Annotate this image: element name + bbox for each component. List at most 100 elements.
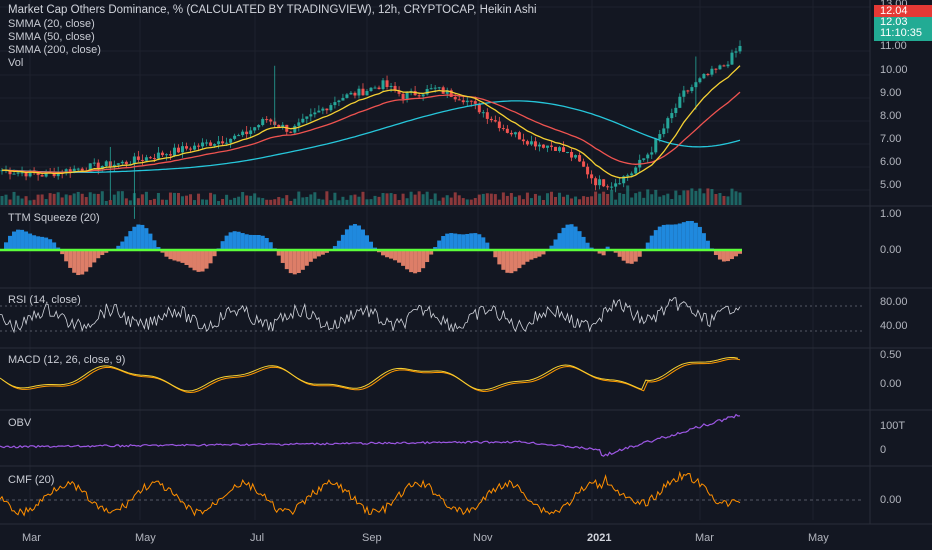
- candle-body: [245, 131, 249, 135]
- candle-body: [148, 157, 152, 159]
- candle-body: [714, 68, 718, 70]
- ttm-tick: 1.00: [880, 208, 902, 220]
- volume-bar: [52, 193, 56, 205]
- candle-body: [421, 94, 425, 97]
- ttm-bar: [232, 231, 237, 250]
- candle-body: [389, 85, 393, 87]
- volume-bar: [718, 192, 722, 205]
- ttm-bar: [360, 229, 365, 250]
- ttm-bar: [705, 240, 710, 250]
- volume-bar: [686, 190, 690, 205]
- macd-signal-line: [1, 358, 741, 394]
- volume-bar: [417, 191, 421, 205]
- candle-body: [96, 162, 100, 170]
- candle-body: [225, 142, 229, 144]
- volume-bar: [201, 199, 205, 205]
- ttm-bar: [657, 226, 662, 250]
- volume-bar: [281, 198, 285, 205]
- candle-body: [614, 183, 618, 187]
- rsi-line: [0, 297, 741, 334]
- ttm-bar: [120, 241, 125, 250]
- candle-body: [517, 132, 521, 140]
- ttm-bar: [204, 250, 209, 269]
- ttm-bar: [725, 250, 730, 262]
- rsi-label[interactable]: RSI (14, close): [8, 294, 81, 306]
- macd-label[interactable]: MACD (12, 26, close, 9): [8, 354, 126, 366]
- volume-bar: [180, 196, 184, 205]
- volume-bar: [229, 199, 233, 205]
- ttm-bar: [477, 234, 482, 250]
- ttm-bar: [381, 250, 386, 256]
- volume-bar: [353, 194, 357, 205]
- candle-body: [116, 163, 120, 165]
- volume-bar: [413, 194, 417, 205]
- obv-label[interactable]: OBV: [8, 417, 32, 429]
- ttm-bar: [469, 233, 474, 250]
- ttm-bar: [449, 233, 454, 250]
- ttm-bar: [132, 226, 137, 250]
- ttm-bar: [601, 250, 606, 256]
- candle-body: [140, 159, 144, 161]
- volume-bar: [694, 190, 698, 205]
- candle-body: [88, 163, 92, 172]
- ttm-bar: [144, 228, 149, 250]
- ttm-bar: [228, 232, 233, 250]
- candle-body: [68, 169, 72, 173]
- volume-bar: [734, 191, 738, 205]
- overlay-smma50-label[interactable]: SMMA (50, close): [8, 31, 95, 43]
- candle-body: [56, 172, 60, 177]
- volume-bar: [217, 200, 221, 205]
- ttm-bar: [52, 242, 57, 250]
- ttm-bar: [100, 250, 105, 256]
- candle-body: [505, 128, 509, 133]
- candle-body: [124, 161, 128, 165]
- ttm-squeeze-label[interactable]: TTM Squeeze (20): [8, 212, 100, 224]
- ttm-bar: [497, 250, 502, 265]
- ttm-bar: [356, 225, 361, 250]
- ttm-bar: [340, 234, 345, 250]
- overlay-volume-label[interactable]: Vol: [8, 57, 24, 69]
- volume-bar: [489, 193, 493, 205]
- overlay-smma200-label[interactable]: SMMA (200, close): [8, 44, 101, 56]
- volume-bar: [610, 189, 614, 205]
- ttm-bar: [493, 250, 498, 258]
- candle-body: [341, 97, 345, 101]
- ttm-bar: [697, 226, 702, 250]
- ttm-bar: [625, 250, 630, 264]
- candle-body: [36, 173, 40, 176]
- candle-body: [662, 128, 666, 135]
- ttm-bar: [465, 233, 470, 250]
- candle-body: [702, 73, 706, 79]
- candle-body: [630, 173, 634, 176]
- candle-body: [437, 87, 441, 89]
- volume-bar: [164, 199, 168, 205]
- candle-body: [12, 173, 16, 175]
- cmf-label[interactable]: CMF (20): [8, 474, 55, 486]
- candle-body: [305, 116, 309, 119]
- candle-body: [265, 119, 269, 121]
- heikin-ashi-candles[interactable]: [0, 40, 742, 219]
- overlay-smma20-label[interactable]: SMMA (20, close): [8, 18, 95, 30]
- ttm-bar: [24, 231, 29, 250]
- ttm-bar: [685, 221, 690, 250]
- ttm-bar: [140, 224, 145, 250]
- volume-bar: [289, 200, 293, 205]
- ttm-bar: [184, 250, 189, 266]
- volume-bar: [549, 191, 553, 205]
- ttm-bar: [224, 235, 229, 250]
- candle-body: [269, 119, 273, 122]
- volume-bar: [658, 196, 662, 205]
- candle-body: [521, 139, 525, 142]
- ttm-bar: [665, 224, 670, 250]
- volume-bar: [116, 191, 120, 205]
- volume-bar: [441, 197, 445, 205]
- volume-bar: [237, 196, 241, 205]
- candle-body: [361, 88, 365, 96]
- volume-bar: [477, 194, 481, 205]
- cmf-line: [0, 470, 741, 517]
- ttm-bar: [541, 250, 546, 255]
- volume-bar: [112, 194, 116, 205]
- volume-bar: [325, 191, 329, 205]
- candle-body: [373, 87, 377, 89]
